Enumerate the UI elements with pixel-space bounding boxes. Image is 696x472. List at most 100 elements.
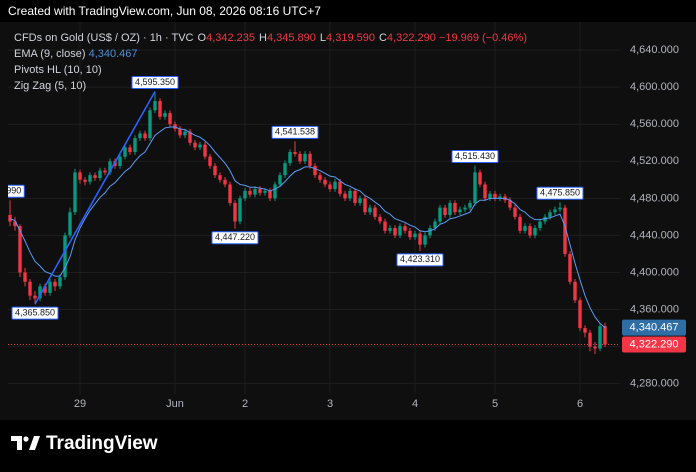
candle-body (318, 175, 322, 180)
candle-body (338, 181, 342, 194)
candle-body (573, 281, 577, 301)
y-tick-label: 4,440.000 (630, 229, 679, 241)
candle-body (38, 286, 42, 299)
candle-body (603, 325, 607, 345)
brand-name: TradingView (46, 433, 158, 454)
ema-value: 4,340.467 (88, 48, 138, 60)
candle-body (523, 226, 527, 231)
price-tag: 4,322.290 (630, 338, 679, 350)
legend-row: EMA (9, close) 4,340.467 (14, 46, 527, 62)
x-tick-label: 2 (242, 398, 248, 410)
candle-body (378, 216, 382, 222)
pivot-label: 7.990 (0, 186, 21, 196)
candle-body (538, 221, 542, 228)
y-tick-label: 4,360.000 (630, 303, 679, 315)
candle-body (458, 209, 462, 213)
candle-body (513, 207, 517, 217)
price-tag: 4,340.467 (630, 322, 679, 334)
candle-body (258, 189, 262, 193)
candle-body (443, 207, 447, 216)
y-tick-label: 4,520.000 (630, 155, 679, 167)
candle-body (163, 113, 167, 117)
candle-body (243, 190, 247, 199)
candle-body (43, 286, 47, 293)
logo-mark (29, 436, 40, 450)
ohlc-key: H (259, 32, 267, 44)
watermark: Created with TradingView.com, Jun 08, 20… (8, 4, 321, 18)
ohlc-value: 4,342.235 (206, 32, 256, 44)
candle-body (73, 172, 77, 213)
pivot-label: 4,423.310 (400, 254, 440, 264)
candle-body (288, 152, 292, 164)
pivot-label-box (131, 75, 179, 89)
x-tick-label: 4 (412, 398, 418, 410)
pivot-label: 4,515.430 (455, 151, 495, 161)
candle-body (563, 207, 567, 254)
candle-body (8, 215, 12, 222)
candle-body (368, 207, 372, 213)
ohlc-key: O (197, 32, 207, 44)
candle-body (188, 131, 192, 143)
candle-body (48, 281, 52, 293)
grid (8, 22, 620, 394)
candle-body (353, 190, 357, 203)
candle-body (103, 170, 107, 173)
top-bar (0, 0, 696, 22)
y-tick-label: 4,280.000 (630, 378, 679, 390)
candle-body (213, 165, 217, 176)
candle-body (268, 190, 272, 199)
candle-body (148, 110, 152, 139)
candle-body (433, 221, 437, 228)
candle-body (473, 172, 477, 203)
candle-body (138, 133, 142, 139)
candle-body (13, 221, 17, 227)
candle-body (168, 113, 172, 125)
candle-body (248, 190, 252, 195)
candle-body (293, 152, 297, 154)
pivot-label-box (536, 186, 584, 200)
footer (0, 420, 696, 472)
candle-body (298, 153, 302, 162)
candle-body (418, 233, 422, 245)
candle-body (23, 272, 27, 282)
zigzag-name: Zig Zag (5, 10) (14, 80, 87, 92)
candle-body (593, 346, 597, 349)
ohlc-value: 4,319.590 (326, 32, 375, 44)
candle-body (413, 233, 417, 238)
candle-body (123, 147, 127, 157)
candle-body (198, 144, 202, 148)
pivot-label: 4,365.850 (15, 307, 55, 317)
symbol: CFDs on Gold (US$ / OZ) · 1h · TVC (14, 32, 194, 44)
candle-body (423, 235, 427, 245)
candle-body (398, 226, 402, 236)
candle-body (488, 193, 492, 199)
brand-logo (11, 436, 40, 450)
price-tag-box (622, 319, 686, 336)
candle-body (183, 131, 187, 136)
change: −19.969 (−0.46%) (438, 32, 527, 44)
candle-body (363, 198, 367, 213)
ema-name: EMA (9, close) (14, 48, 86, 60)
legend-row: Pivots HL (10, 10) (14, 62, 527, 78)
candle-body (283, 163, 287, 176)
candle-body (598, 326, 602, 349)
logo-mark (11, 436, 22, 450)
candle-body (238, 198, 242, 222)
candle-body (223, 179, 227, 185)
candle-body (348, 190, 352, 199)
x-tick-label: 5 (492, 398, 498, 410)
candle-body (583, 328, 587, 333)
candle-body (28, 281, 32, 296)
pivot-label: 4,447.220 (215, 232, 255, 242)
pivot-label: 4,595.350 (135, 77, 175, 87)
zigzag-line (34, 91, 156, 305)
pivot-label-box (396, 253, 444, 267)
candle-body (528, 226, 532, 236)
candle-body (93, 175, 97, 178)
candle-body (408, 230, 412, 238)
candle-body (313, 165, 317, 176)
candle-body (218, 175, 222, 180)
candle-body (88, 175, 92, 182)
